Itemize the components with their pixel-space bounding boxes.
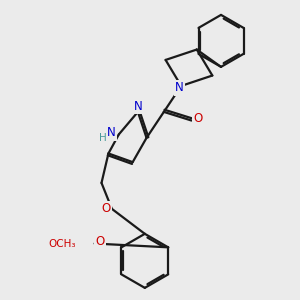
Text: OCH₃: OCH₃ bbox=[48, 238, 75, 248]
Text: N: N bbox=[134, 100, 143, 112]
Text: O: O bbox=[194, 112, 203, 125]
Text: N: N bbox=[175, 81, 184, 94]
Text: N: N bbox=[107, 126, 116, 139]
Text: H: H bbox=[99, 133, 107, 143]
Text: O: O bbox=[101, 202, 110, 215]
Text: O: O bbox=[95, 235, 104, 248]
